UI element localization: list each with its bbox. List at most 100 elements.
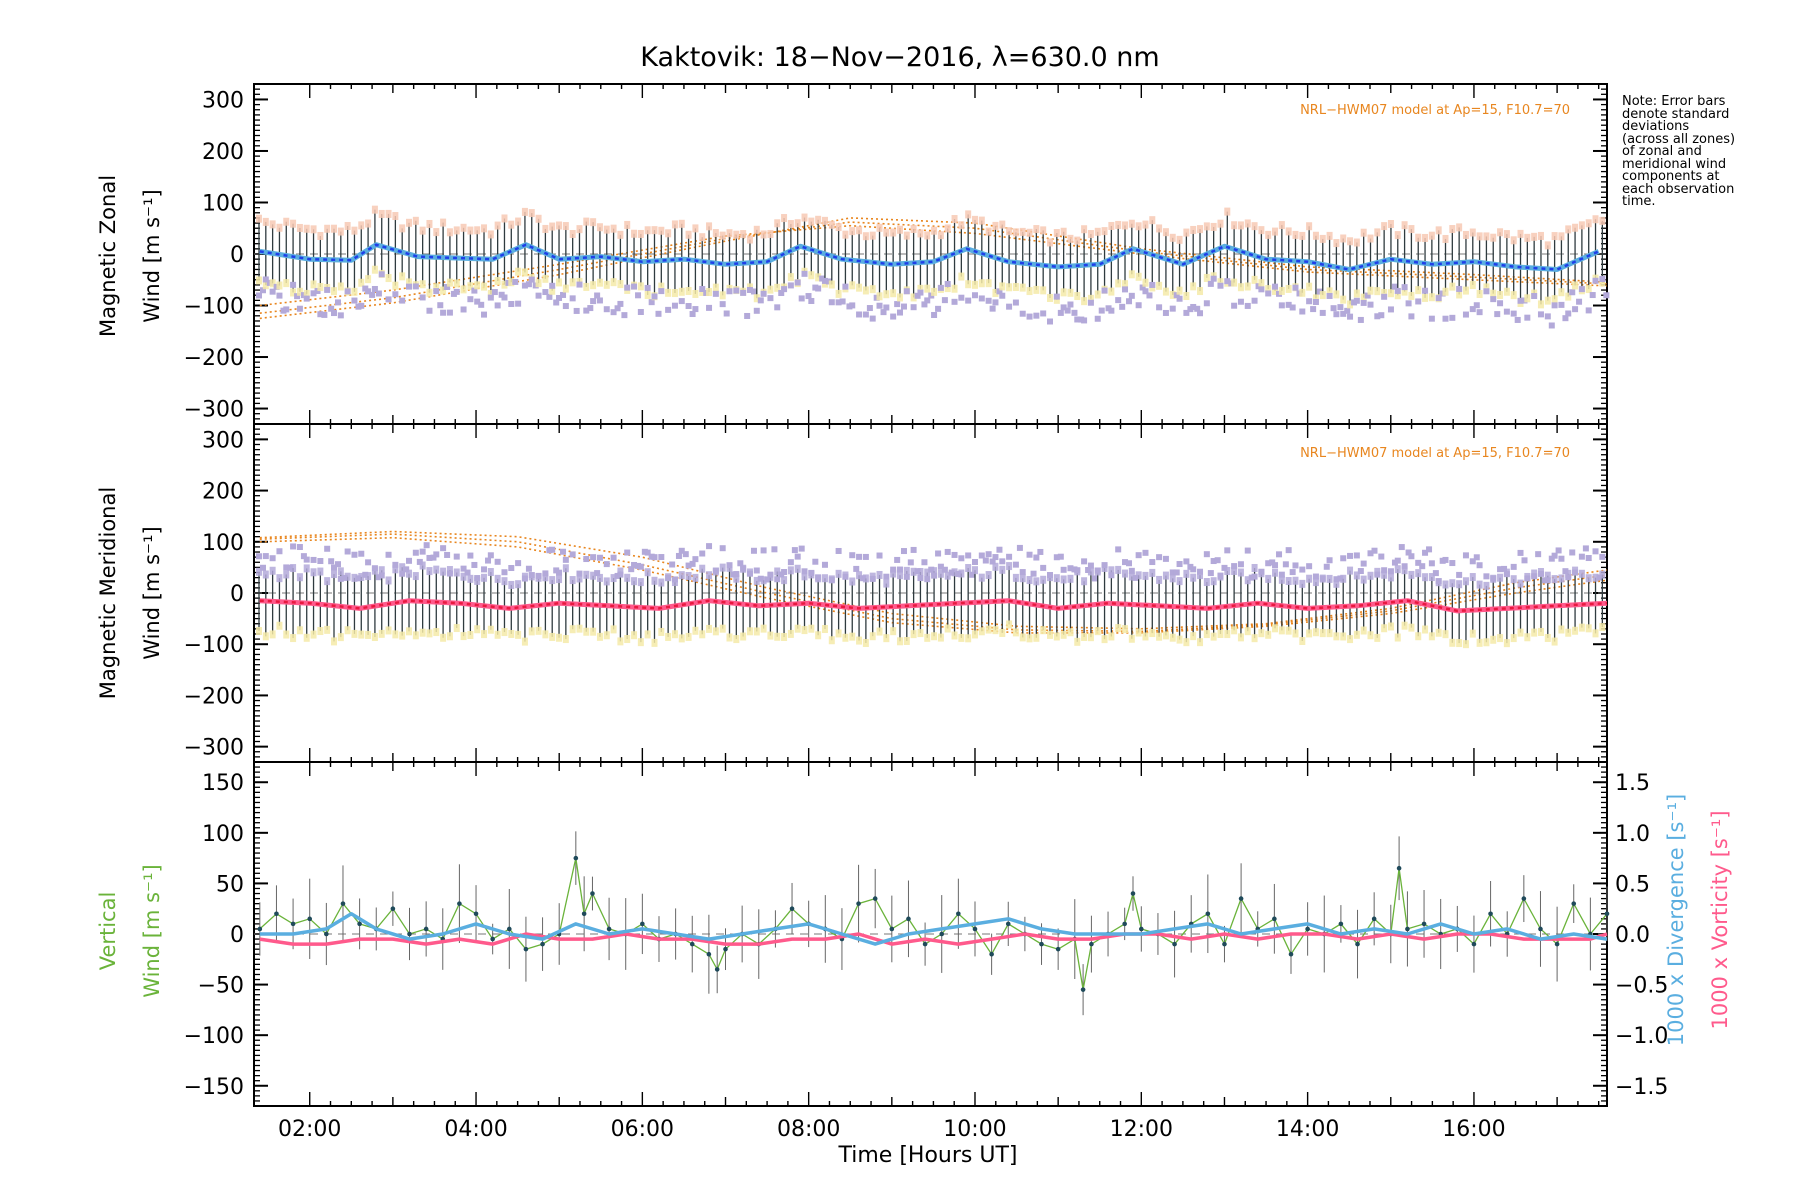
zone-point: [1456, 571, 1463, 578]
zone-point: [491, 289, 498, 296]
vertical-ylabel-line1: Vertical: [96, 892, 120, 971]
error-cap-high: [917, 229, 924, 238]
x-tick-label: 02:00: [278, 1117, 341, 1142]
error-cap-low: [590, 281, 597, 290]
error-cap-low: [610, 625, 617, 634]
error-cap-high: [1060, 575, 1067, 584]
zone-point: [328, 305, 335, 312]
error-cap-high: [1537, 231, 1544, 240]
zone-point: [869, 575, 876, 582]
zone-point: [1497, 300, 1504, 307]
error-cap-high: [1156, 575, 1163, 584]
error-cap-high: [781, 214, 788, 223]
x-tick-label: 10:00: [943, 1117, 1006, 1142]
zone-point: [535, 292, 542, 299]
error-cap-low: [1012, 283, 1019, 292]
error-cap-high: [1428, 231, 1435, 240]
zone-point: [719, 545, 726, 552]
error-cap-high: [999, 220, 1006, 229]
error-cap-low: [1115, 279, 1122, 288]
error-cap-high: [535, 214, 542, 223]
vorticity-line: [259, 932, 1608, 946]
error-cap-low: [671, 289, 678, 298]
error-cap-low: [603, 280, 610, 289]
error-cap-high: [1531, 232, 1538, 241]
zone-point: [689, 311, 696, 318]
error-cap-low: [1531, 628, 1538, 637]
zone-point: [1476, 309, 1483, 316]
zone-point: [1326, 292, 1333, 299]
error-cap-low: [924, 284, 931, 293]
zone-point: [903, 288, 910, 295]
error-cap-low: [528, 627, 535, 636]
meridional-model-annotation: NRL−HWM07 model at Ap=15, F10.7=70: [1300, 446, 1570, 461]
error-cap-low: [903, 636, 910, 645]
error-cap-low: [1299, 636, 1306, 645]
error-cap-high: [883, 579, 890, 588]
error-cap-high: [508, 220, 515, 229]
zone-point: [989, 305, 996, 312]
zone-point: [1435, 578, 1442, 585]
error-cap-low: [719, 291, 726, 300]
x-tick-label: 14:00: [1276, 1117, 1339, 1142]
error-cap-high: [896, 571, 903, 580]
error-cap-high: [1312, 578, 1319, 587]
zone-point: [1537, 311, 1544, 318]
error-cap-low: [1094, 627, 1101, 636]
error-cap-high: [821, 216, 828, 225]
zone-point: [553, 299, 560, 306]
error-cap-high: [678, 219, 685, 228]
error-cap-low: [303, 289, 310, 298]
y-tick-label: 0: [230, 582, 244, 607]
error-cap-high: [1292, 230, 1299, 239]
error-cap-low: [1469, 281, 1476, 290]
note-line: of zonal and: [1622, 144, 1702, 159]
zone-point: [1074, 316, 1081, 323]
error-cap-high: [842, 230, 849, 239]
zone-point: [958, 555, 965, 562]
error-cap-low: [1156, 632, 1163, 641]
zone-point: [740, 289, 747, 296]
zone-point: [989, 558, 996, 565]
zone-point: [1394, 287, 1401, 294]
error-cap-high: [644, 226, 651, 235]
error-cap-high: [596, 573, 603, 582]
error-cap-high: [1565, 569, 1572, 578]
error-cap-low: [556, 278, 563, 287]
vertical-wind-point: [723, 946, 728, 952]
error-cap-high: [1340, 234, 1347, 243]
error-cap-low: [1087, 633, 1094, 642]
error-cap-high: [712, 229, 719, 238]
error-cap-high: [706, 571, 713, 580]
error-cap-high: [1237, 221, 1244, 230]
zone-point: [637, 308, 644, 315]
error-cap-high: [1026, 228, 1033, 237]
vertical-wind-point: [573, 855, 579, 861]
zone-point: [269, 288, 276, 295]
zone-point: [1194, 305, 1201, 312]
zone-point: [1565, 310, 1572, 317]
error-cap-low: [685, 286, 692, 295]
zone-point: [1337, 304, 1344, 311]
zone-point: [328, 558, 335, 565]
zone-point: [1217, 573, 1224, 580]
error-cap-low: [965, 280, 972, 289]
error-cap-high: [944, 224, 951, 233]
vertical-wind-point: [1172, 941, 1177, 947]
error-cap-low: [1033, 285, 1040, 294]
error-cap-low: [890, 289, 897, 298]
zone-point: [828, 576, 835, 583]
error-cap-low: [1476, 289, 1483, 298]
zone-point: [358, 550, 365, 557]
error-cap-high: [890, 228, 897, 237]
zone-point: [487, 552, 494, 559]
error-cap-high: [1019, 227, 1026, 236]
error-cap-low: [365, 630, 372, 639]
zone-point: [651, 293, 658, 300]
error-cap-high: [849, 227, 856, 236]
error-cap-high: [1483, 232, 1490, 241]
zone-point: [624, 549, 631, 556]
zone-point: [1126, 298, 1133, 305]
zone-point: [1071, 309, 1078, 316]
wind-line: [259, 243, 1600, 271]
